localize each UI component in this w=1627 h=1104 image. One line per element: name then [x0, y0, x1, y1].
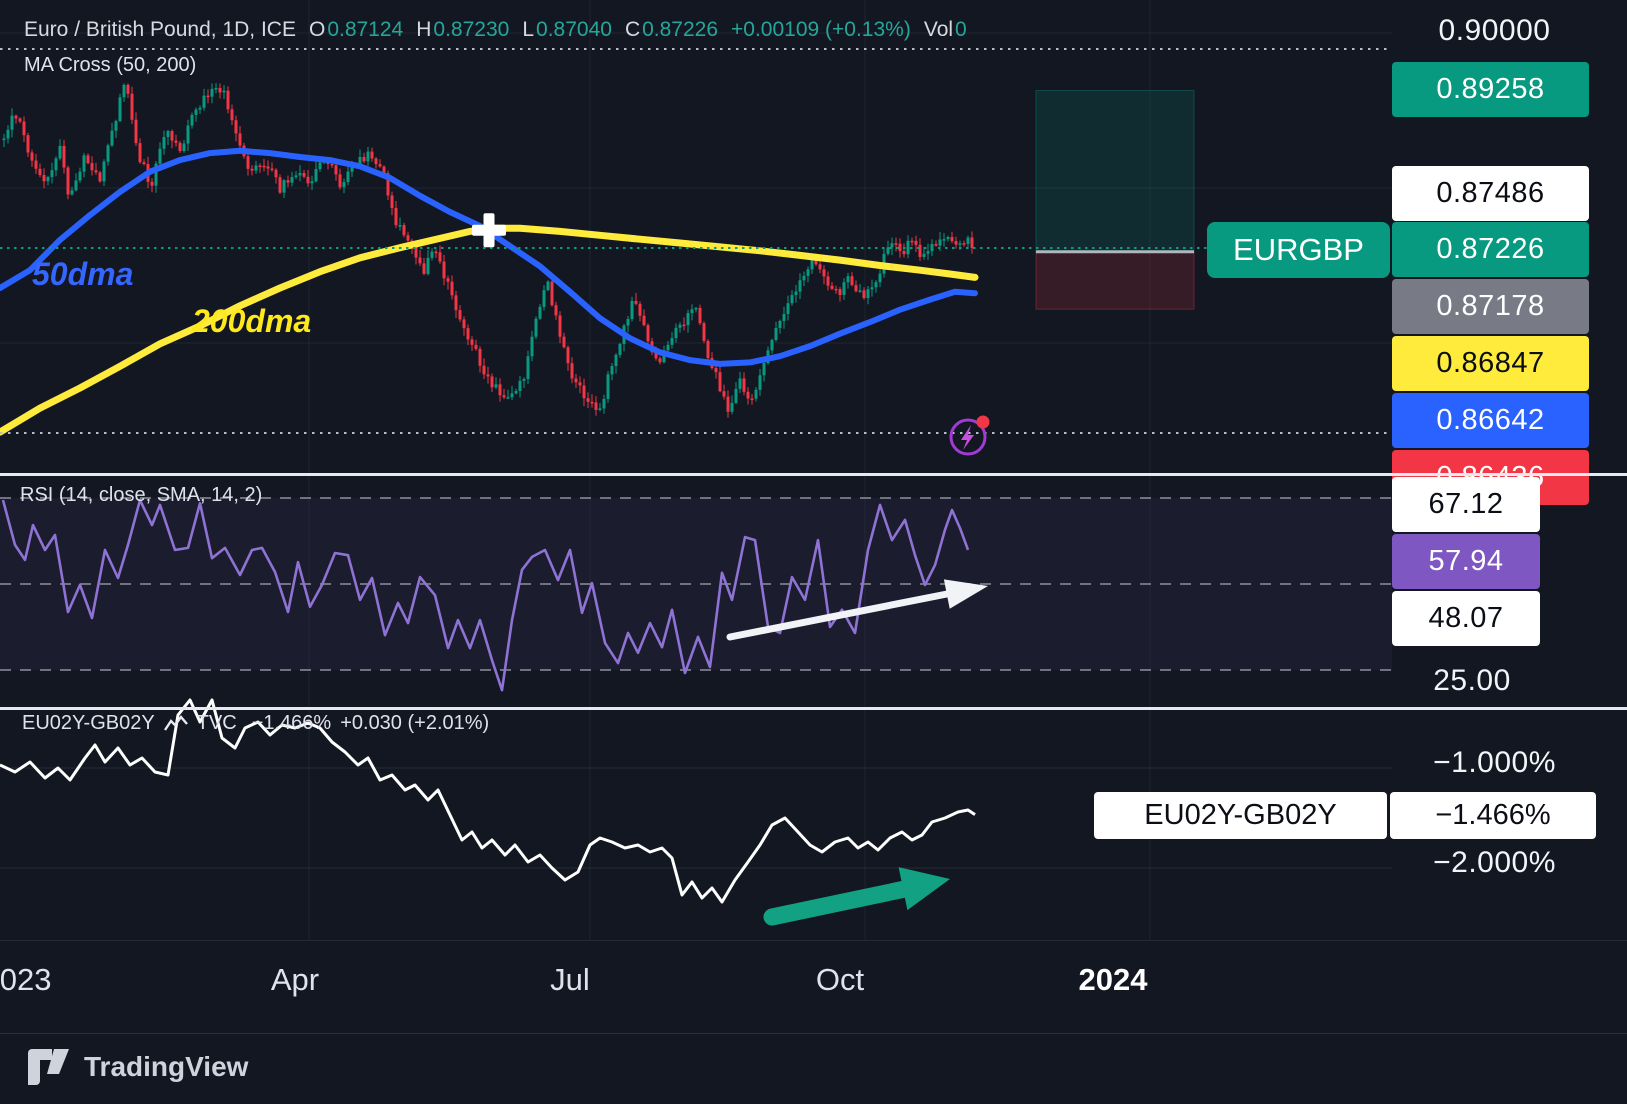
spread-legend[interactable]: EU02Y-GB02Y TVC −1.466% +0.030 (+2.01%) — [22, 712, 489, 735]
rsi-axis-label-25: 25.00 — [1433, 664, 1511, 697]
symbol-header[interactable]: Euro / British Pound, 1D, ICE O 0.87124 H… — [24, 18, 967, 42]
ma200-line[interactable] — [0, 224, 979, 436]
ohlc-open: O 0.87124 — [308, 18, 404, 41]
axis-price-badge: 0.86642 — [1392, 393, 1589, 448]
rsi-line[interactable] — [1, 498, 970, 692]
tradingview-icon — [28, 1049, 69, 1085]
axis-price-badge: 48.07 — [1392, 591, 1540, 646]
axis-price-badge: 0.87178 — [1392, 279, 1589, 334]
spread-axis-label-minus2: −2.000% — [1433, 846, 1556, 879]
spread-symbol: EU02Y-GB02Y — [22, 712, 155, 734]
tradingview-wordmark: TradingView — [84, 1051, 249, 1082]
ohlc-high: H 0.87230 — [416, 18, 510, 41]
spread-line[interactable] — [0, 698, 976, 904]
line-chart-icon — [163, 714, 188, 731]
pane-separator[interactable] — [0, 707, 1627, 710]
tradingview-logo[interactable]: TradingView — [26, 1048, 248, 1086]
spread-axis-label-minus1: −1.000% — [1433, 746, 1556, 779]
rsi-legend[interactable]: RSI (14, close, SMA, 14, 2) — [20, 484, 263, 506]
spread-change: +0.030 (+2.01%) — [340, 712, 490, 734]
pane-separator[interactable] — [0, 473, 1627, 476]
time-axis-label-oct: Oct — [815, 962, 865, 997]
ma50-text-drawing[interactable]: 50dma — [32, 256, 134, 292]
volume: Vol 0 — [923, 18, 967, 41]
symbol-price-badge-eurgbp: EURGBP — [1207, 222, 1390, 278]
axis-price-badge: 57.94 — [1392, 534, 1540, 589]
indicator-legend-ma-cross[interactable]: MA Cross (50, 200) — [24, 54, 197, 76]
ma-cross-marker[interactable] — [472, 213, 506, 248]
axis-price-badge: 67.12 — [1392, 477, 1540, 532]
ma200-text-drawing[interactable]: 200dma — [192, 303, 312, 339]
ohlc-close: C 0.87226 — [624, 18, 719, 41]
ohlc-low: L 0.87040 — [522, 18, 612, 41]
time-axis-label-2024: 2024 — [1078, 962, 1148, 997]
price-axis-label-0.90000: 0.90000 — [1438, 14, 1551, 47]
candlestick-series — [2, 83, 974, 418]
price-change: +0.00109 (+0.13%) — [731, 18, 911, 41]
position-profit-zone[interactable] — [1035, 90, 1195, 253]
axis-price-badge: 0.87226 — [1392, 222, 1589, 277]
spread-arrow-drawing[interactable] — [763, 867, 950, 926]
time-axis-label-apr: Apr — [270, 962, 320, 997]
spread-exchange: TVC — [196, 712, 237, 734]
position-loss-zone[interactable] — [1035, 251, 1195, 310]
time-axis-label-2023: 2023 — [0, 962, 52, 997]
axis-price-badge: 0.89258 — [1392, 62, 1589, 117]
symbol-title[interactable]: Euro / British Pound, 1D, ICE — [24, 18, 296, 41]
alert-lightning-icon[interactable] — [949, 415, 990, 456]
axis-price-badge: 0.87486 — [1392, 166, 1589, 221]
spread-value: −1.466% — [251, 712, 332, 734]
time-axis-label-jul: Jul — [550, 962, 590, 997]
rsi-arrow-drawing[interactable] — [726, 579, 988, 641]
axis-price-badge: 0.86847 — [1392, 336, 1589, 391]
spread-value-badge: −1.466% — [1390, 792, 1596, 839]
ma50-line[interactable] — [0, 147, 978, 367]
spread-symbol-badge: EU02Y-GB02Y — [1094, 792, 1387, 839]
